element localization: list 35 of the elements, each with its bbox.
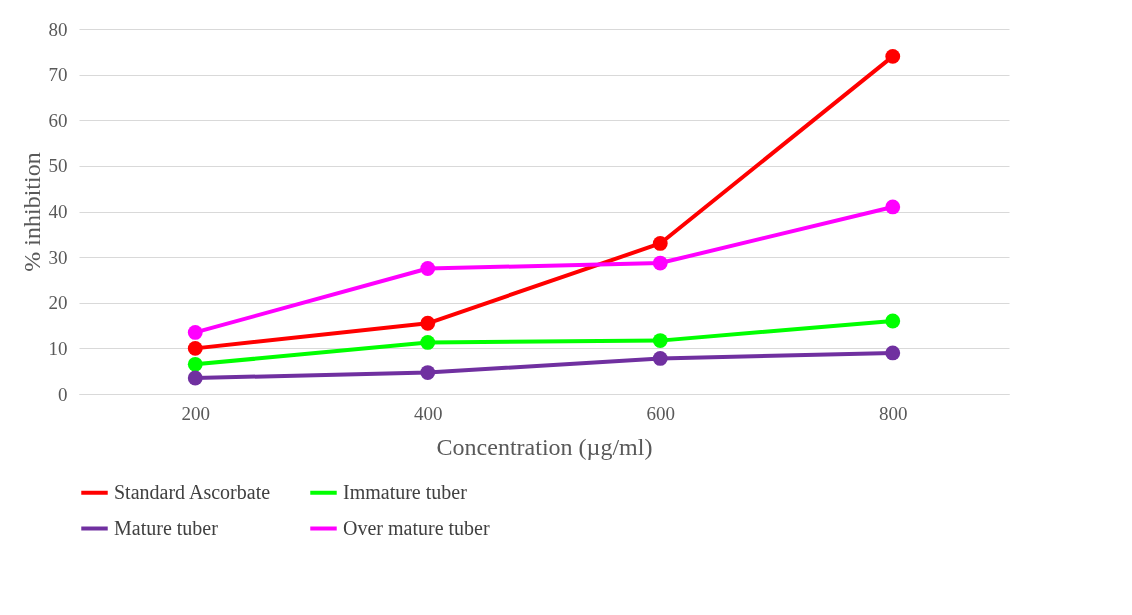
y-tick-label: 80 (48, 18, 68, 40)
x-axis-title: Concentration (µg/ml) (436, 433, 653, 460)
point (420, 315, 436, 331)
point (187, 325, 203, 340)
point (652, 351, 668, 366)
legend-label: Immature tuber (343, 480, 468, 503)
y-tick-label: 0 (58, 383, 68, 405)
x-tick-label: 200 (181, 402, 210, 424)
point (652, 255, 668, 271)
point (187, 356, 203, 372)
point (187, 340, 203, 356)
y-tick-label: 20 (48, 292, 68, 314)
y-tick-label: 50 (48, 155, 68, 177)
legend-label: Standard Ascorbate (114, 480, 271, 503)
y-tick-label: 40 (48, 201, 68, 222)
x-tick-label: 800 (879, 402, 908, 424)
x-tick-label: 600 (646, 402, 675, 424)
point (420, 365, 436, 380)
legend-label: Mature tuber (114, 516, 219, 539)
point (187, 370, 203, 386)
point (652, 333, 668, 349)
y-tick-label: 70 (48, 64, 68, 86)
point (420, 335, 436, 350)
y-tick-label: 10 (48, 337, 68, 359)
y-tick-label: 60 (48, 109, 68, 131)
point (652, 236, 668, 251)
point (885, 48, 901, 64)
point (885, 345, 901, 361)
y-tick-label: 30 (48, 246, 68, 268)
y-axis-title: % inhibition (18, 152, 45, 272)
x-tick-label: 400 (414, 402, 443, 424)
legend-label: Over mature tuber (343, 516, 490, 539)
point (885, 199, 901, 215)
point (885, 313, 901, 329)
point (420, 261, 436, 276)
